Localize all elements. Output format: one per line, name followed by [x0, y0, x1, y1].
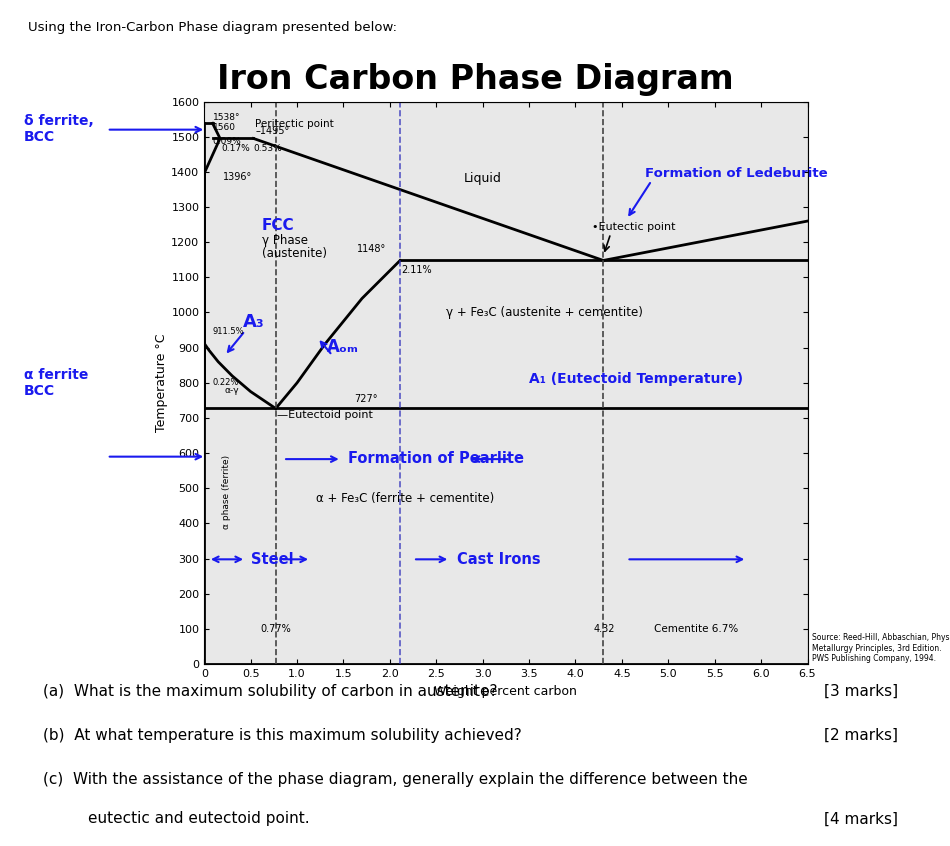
Text: 1560: 1560: [213, 123, 236, 132]
Text: 727°: 727°: [354, 394, 378, 404]
Text: 1148°: 1148°: [357, 244, 387, 254]
Text: Liquid: Liquid: [464, 173, 502, 185]
Text: γ + Fe₃C (austenite + cementite): γ + Fe₃C (austenite + cementite): [446, 306, 642, 319]
Text: γ Phase: γ Phase: [262, 234, 308, 247]
Text: Peritectic point: Peritectic point: [256, 119, 334, 129]
Text: Steel: Steel: [251, 552, 294, 567]
Text: 0.77%: 0.77%: [260, 624, 291, 634]
Text: –1495°: –1495°: [256, 126, 290, 136]
Text: 2.11%: 2.11%: [401, 265, 431, 275]
Text: (b)  At what temperature is this maximum solubility achieved?: (b) At what temperature is this maximum …: [43, 728, 522, 743]
Text: α ferrite
BCC: α ferrite BCC: [24, 368, 88, 398]
Text: Aₒₘ: Aₒₘ: [327, 338, 359, 356]
Text: •Eutectic point: •Eutectic point: [592, 222, 675, 232]
X-axis label: Weight percent carbon: Weight percent carbon: [434, 684, 578, 697]
Text: A₁ (Eutectoid Temperature): A₁ (Eutectoid Temperature): [529, 371, 743, 386]
Text: 0.22%: 0.22%: [213, 377, 239, 387]
Text: 4.32: 4.32: [594, 624, 616, 634]
Text: Iron Carbon Phase Diagram: Iron Carbon Phase Diagram: [217, 63, 733, 96]
Text: 1538°: 1538°: [213, 113, 240, 122]
Text: α-γ: α-γ: [224, 387, 239, 395]
Text: eutectic and eutectoid point.: eutectic and eutectoid point.: [88, 811, 310, 827]
Text: (c)  With the assistance of the phase diagram, generally explain the difference : (c) With the assistance of the phase dia…: [43, 772, 748, 787]
Y-axis label: Temperature °C: Temperature °C: [156, 333, 168, 432]
Text: —Eutectoid point: —Eutectoid point: [276, 410, 372, 420]
Text: α phase (ferrite): α phase (ferrite): [221, 455, 231, 529]
Text: Formation of Ledeburite: Formation of Ledeburite: [645, 168, 827, 180]
Text: FCC: FCC: [262, 218, 294, 233]
Text: α + Fe₃C (ferrite + cementite): α + Fe₃C (ferrite + cementite): [315, 492, 494, 505]
Text: Source: Reed-Hill, Abbaschian, Physical
Metallurgy Principles, 3rd Edition.
PWS : Source: Reed-Hill, Abbaschian, Physical …: [812, 633, 950, 663]
Text: δ ferrite,
BCC: δ ferrite, BCC: [24, 114, 93, 145]
Text: Cementite 6.7%: Cementite 6.7%: [655, 624, 738, 634]
Text: Using the Iron-Carbon Phase diagram presented below:: Using the Iron-Carbon Phase diagram pres…: [28, 21, 397, 34]
Text: [4 marks]: [4 marks]: [824, 811, 898, 827]
Text: 911.5%: 911.5%: [213, 327, 244, 336]
Text: [3 marks]: [3 marks]: [824, 684, 898, 699]
Text: A₃: A₃: [243, 312, 265, 331]
Text: 0.17%: 0.17%: [221, 145, 250, 153]
Text: [2 marks]: [2 marks]: [824, 728, 898, 743]
Text: (austenite): (austenite): [262, 247, 327, 260]
Text: Cast Irons: Cast Irons: [457, 552, 541, 567]
Text: 0.53%: 0.53%: [254, 144, 282, 153]
Text: (a)  What is the maximum solubility of carbon in austenite?: (a) What is the maximum solubility of ca…: [43, 684, 497, 699]
Text: 0.09%: 0.09%: [213, 137, 241, 146]
Text: 1396°: 1396°: [223, 172, 252, 182]
Text: Formation of Pearlite: Formation of Pearlite: [348, 451, 524, 466]
